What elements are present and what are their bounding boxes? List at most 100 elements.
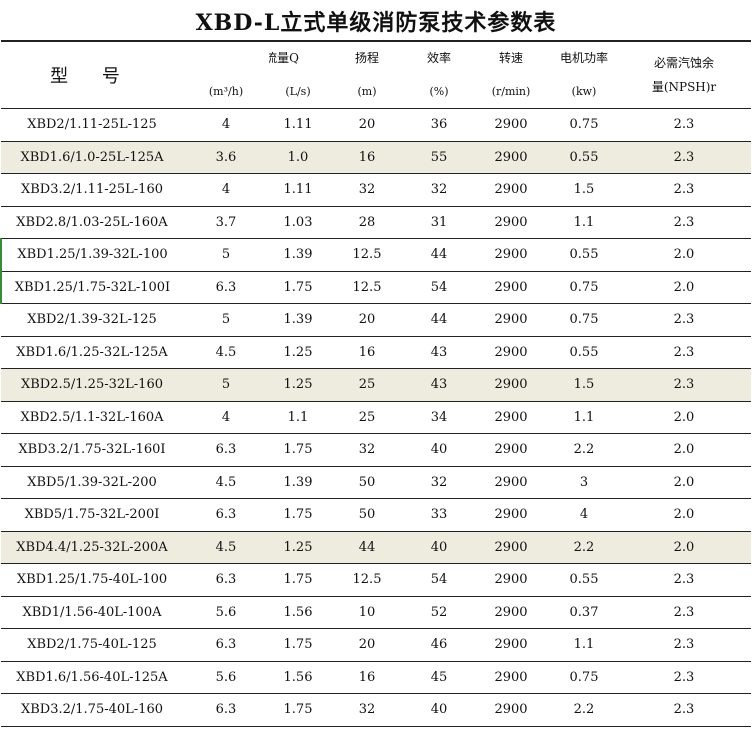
cell-flow-m3h: 4 <box>183 173 269 207</box>
cell-model: XBD1.6/1.56-40L-125A <box>1 660 183 694</box>
cell-model: XBD2/1.11-25L-125 <box>1 108 183 142</box>
cell-power: 1.5 <box>551 368 617 402</box>
cell-flow-m3h: 5.6 <box>183 595 269 629</box>
cell-speed: 2900 <box>471 563 551 597</box>
cell-flow-ls: 1.75 <box>269 628 327 662</box>
cell-power: 4 <box>551 498 617 532</box>
cell-flow-m3h: 3.6 <box>183 140 269 174</box>
table-body: 型 号 (m³/h) 流量Q (L/s) 扬程 (m) <box>0 40 751 727</box>
cell-head: 50 <box>327 465 407 499</box>
cell-power: 0.37 <box>551 595 617 629</box>
cell-flow-ls: 1.11 <box>269 108 327 142</box>
cell-flow-m3h: 5 <box>183 303 269 337</box>
header-efficiency-unit: (%) <box>429 85 449 98</box>
table-row: XBD1.25/1.39-32L-100 5 1.39 12.5 44 2900 0.55 2… <box>0 238 751 272</box>
cell-power: 1.5 <box>551 173 617 207</box>
page-title: XBD-L立式单级消防泵技术参数表 <box>195 10 557 36</box>
cell-flow-m3h: 6.3 <box>183 563 269 597</box>
cell-speed: 2900 <box>471 465 551 499</box>
cell-flow-ls: 1.75 <box>269 563 327 597</box>
cell-efficiency: 40 <box>407 693 471 727</box>
cell-model: XBD3.2/1.11-25L-160 <box>1 173 183 207</box>
cell-npsh: 2.3 <box>617 335 751 369</box>
header-efficiency-label: 效率 <box>426 51 451 65</box>
cell-npsh: 2.3 <box>617 628 751 662</box>
header-npsh-line1: 必需汽蚀余 <box>653 56 714 70</box>
cell-speed: 2900 <box>471 660 551 694</box>
table-row: XBD3.2/1.75-40L-160 6.3 1.75 32 40 2900 2.2 2.3 <box>1 693 751 727</box>
cell-model: XBD3.2/1.75-32L-160I <box>1 433 183 467</box>
cell-flow-ls: 1.25 <box>269 530 327 564</box>
cell-head: 32 <box>327 693 407 727</box>
cell-model: XBD5/1.39-32L-200 <box>1 465 183 499</box>
cell-speed: 2900 <box>471 400 551 434</box>
cell-speed: 2900 <box>471 303 551 337</box>
cell-model: XBD1.25/1.75-40L-100 <box>1 563 183 597</box>
cell-speed: 2900 <box>471 335 551 369</box>
table-row: XBD2/1.75-40L-125 6.3 1.75 20 46 2900 1.1 2.3 <box>1 628 751 662</box>
spec-table: 型 号 (m³/h) 流量Q (L/s) 扬程 (m) <box>0 40 751 727</box>
cell-flow-ls: 1.11 <box>269 173 327 207</box>
cell-speed: 2900 <box>471 140 551 174</box>
cell-npsh: 2.0 <box>617 530 751 564</box>
cell-efficiency: 43 <box>407 368 471 402</box>
cell-flow-m3h: 4.5 <box>183 530 269 564</box>
cell-npsh: 2.0 <box>617 238 751 272</box>
cell-flow-ls: 1.25 <box>269 368 327 402</box>
cell-efficiency: 40 <box>407 433 471 467</box>
cell-efficiency: 45 <box>407 660 471 694</box>
table-row: XBD1.6/1.25-32L-125A 4.5 1.25 16 43 2900 0.55 2… <box>1 335 751 369</box>
table-row: XBD3.2/1.75-32L-160I 6.3 1.75 32 40 2900 2.2 2.… <box>1 433 751 467</box>
cell-speed: 2900 <box>471 628 551 662</box>
cell-efficiency: 33 <box>407 498 471 532</box>
header-flow-ls: 流量Q (L/s) <box>269 40 327 109</box>
cell-model: XBD1.6/1.25-32L-125A <box>1 335 183 369</box>
cell-model: XBD3.2/1.75-40L-160 <box>1 693 183 727</box>
cell-flow-m3h: 6.3 <box>183 270 269 304</box>
table-row: XBD2.5/1.25-32L-160 5 1.25 25 43 2900 1.5 2.3 <box>1 368 751 402</box>
cell-head: 28 <box>327 205 407 239</box>
cell-head: 25 <box>327 400 407 434</box>
cell-flow-m3h: 5.6 <box>183 660 269 694</box>
cell-npsh: 2.3 <box>617 140 751 174</box>
cell-speed: 2900 <box>471 530 551 564</box>
cell-flow-ls: 1.75 <box>269 433 327 467</box>
cell-model: XBD2.8/1.03-25L-160A <box>1 205 183 239</box>
header-speed-unit: (r/min) <box>491 85 531 98</box>
cell-head: 20 <box>327 303 407 337</box>
header-power-unit: (kw) <box>571 85 597 98</box>
cell-flow-m3h: 5 <box>183 238 269 272</box>
cell-flow-m3h: 6.3 <box>183 628 269 662</box>
cell-head: 16 <box>327 660 407 694</box>
cell-flow-m3h: 3.7 <box>183 205 269 239</box>
cell-flow-m3h: 4 <box>183 108 269 142</box>
cell-npsh: 2.3 <box>617 660 751 694</box>
cell-efficiency: 54 <box>407 270 471 304</box>
cell-speed: 2900 <box>471 433 551 467</box>
cell-head: 20 <box>327 628 407 662</box>
cell-speed: 2900 <box>471 238 551 272</box>
cell-head: 20 <box>327 108 407 142</box>
header-head: 扬程 (m) <box>327 40 407 109</box>
cell-model: XBD1/1.56-40L-100A <box>1 595 183 629</box>
cell-model: XBD2/1.39-32L-125 <box>1 303 183 337</box>
cell-efficiency: 32 <box>407 173 471 207</box>
table-row: XBD1.25/1.75-40L-100 6.3 1.75 12.5 54 2900 0.5… <box>1 563 751 597</box>
table-row: XBD3.2/1.11-25L-160 4 1.11 32 32 2900 1.5 2.3 <box>1 173 751 207</box>
cell-efficiency: 40 <box>407 530 471 564</box>
cell-flow-ls: 1.75 <box>269 270 327 304</box>
table-row: XBD5/1.75-32L-200I 6.3 1.75 50 33 2900 4 2.0 <box>1 498 751 532</box>
cell-efficiency: 36 <box>407 108 471 142</box>
cell-power: 0.55 <box>551 140 617 174</box>
cell-power: 0.55 <box>551 335 617 369</box>
cell-power: 2.2 <box>551 530 617 564</box>
cell-flow-m3h: 6.3 <box>183 498 269 532</box>
table-row: XBD5/1.39-32L-200 4.5 1.39 50 32 2900 3 2.0 <box>1 465 751 499</box>
cell-flow-m3h: 5 <box>183 368 269 402</box>
cell-model: XBD1.6/1.0-25L-125A <box>1 140 183 174</box>
cell-speed: 2900 <box>471 368 551 402</box>
header-model-label: 型 号 <box>50 66 134 87</box>
cell-speed: 2900 <box>471 270 551 304</box>
cell-flow-ls: 1.1 <box>269 400 327 434</box>
cell-efficiency: 44 <box>407 238 471 272</box>
